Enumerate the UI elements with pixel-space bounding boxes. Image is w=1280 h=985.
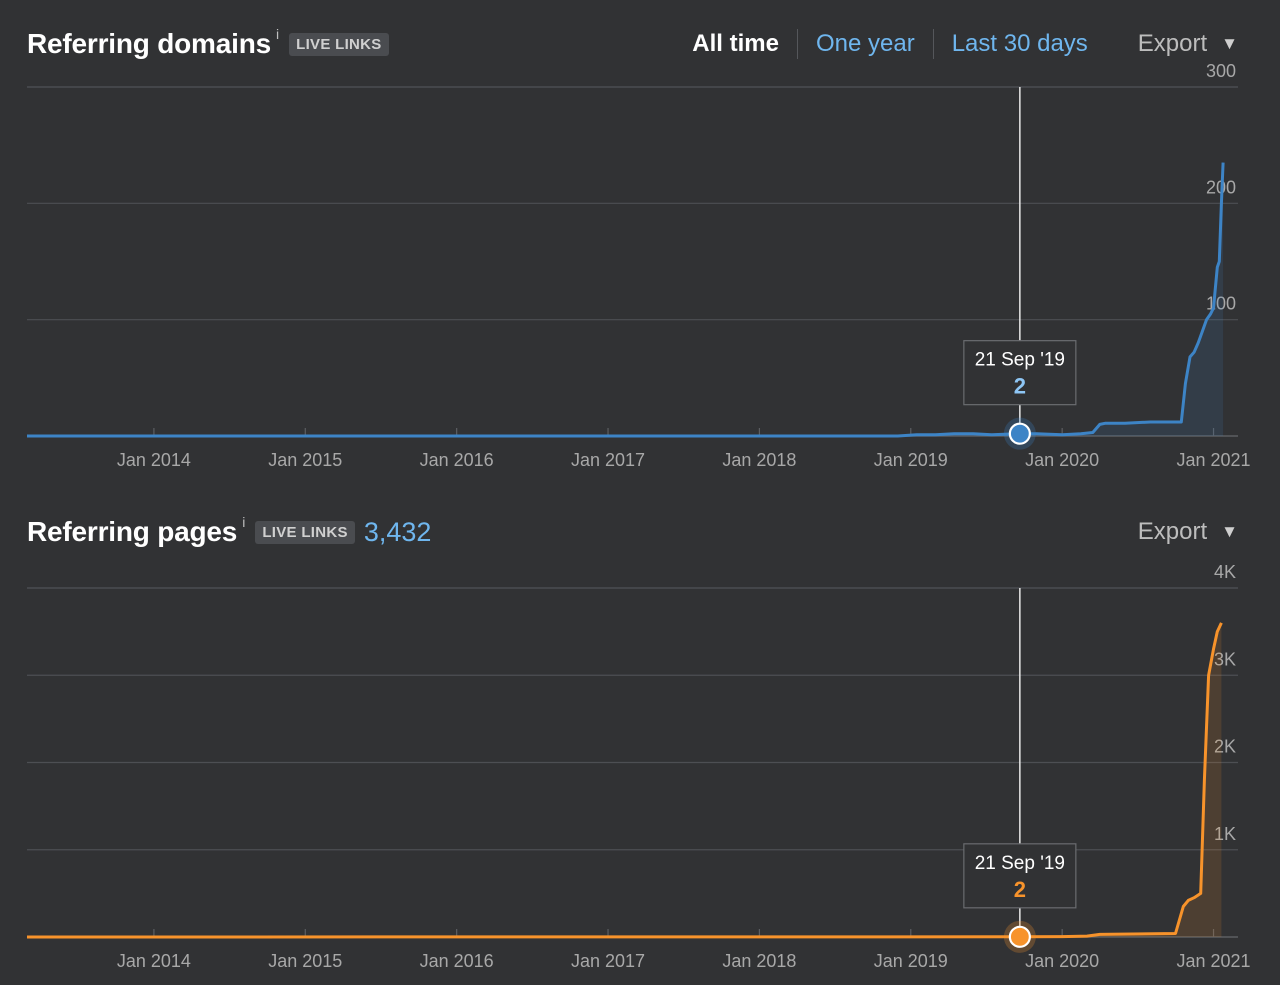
domains-x-tick-label: Jan 2021 <box>1176 450 1250 470</box>
pages-tooltip-value: 2 <box>1014 877 1026 902</box>
pages-x-tick-label: Jan 2018 <box>722 951 796 971</box>
export-button[interactable]: Export ▼ <box>1138 30 1238 58</box>
pages-tooltip-date: 21 Sep '19 <box>975 853 1065 874</box>
caret-down-icon: ▼ <box>1221 34 1238 53</box>
domains-tooltip-box <box>963 340 1077 406</box>
tab-divider <box>796 29 798 59</box>
export-button[interactable]: Export ▼ <box>1138 518 1238 546</box>
referring-pages-chart: 1K 2K 3K 4K Jan 2014 Jan 2015 Jan 2016 Jan 2017… <box>26 562 1251 971</box>
domains-series-line <box>27 162 1225 438</box>
domains-x-tick-label: Jan 2020 <box>1025 450 1099 470</box>
live-links-badge: LIVE LINKS <box>255 520 355 544</box>
domains-x-tick-label: Jan 2014 <box>117 450 191 470</box>
referring-pages-panel: 1K 2K 3K 4K Jan 2014 Jan 2015 Jan 2016 Jan 2017… <box>0 490 1280 985</box>
export-label: Export <box>1137 30 1208 57</box>
pages-x-tick-label: Jan 2019 <box>874 951 948 971</box>
referring-pages-count: 3,432 <box>363 516 432 547</box>
referring-pages-header: Referring pages i LIVE LINKS 3,432 Expor… <box>27 512 1238 552</box>
pages-highlight-point <box>1008 925 1031 948</box>
pages-x-tick-label: Jan 2014 <box>117 951 191 971</box>
pages-y-tick-label: 3K <box>1214 649 1236 669</box>
caret-down-icon: ▼ <box>1221 522 1238 541</box>
tab-all-time[interactable]: All time <box>692 30 779 57</box>
pages-tooltip-box <box>963 843 1077 909</box>
pages-y-tick-label: 2K <box>1214 737 1236 757</box>
domains-highlight-point <box>1008 422 1031 445</box>
domains-x-tick-label: Jan 2019 <box>874 450 948 470</box>
tab-last-30-days[interactable]: Last 30 days <box>951 30 1088 57</box>
info-icon[interactable]: i <box>275 26 280 42</box>
domains-tooltip-value: 2 <box>1014 374 1026 399</box>
pages-x-tick-label: Jan 2017 <box>571 951 645 971</box>
info-icon[interactable]: i <box>242 514 246 530</box>
time-range-tabs: All time One year Last 30 days <box>674 29 1106 59</box>
pages-x-tick-label: Jan 2015 <box>268 951 342 971</box>
referring-domains-header: Referring domains i LIVE LINKS All time … <box>27 24 1238 64</box>
export-label: Export <box>1137 518 1208 545</box>
tab-one-year[interactable]: One year <box>815 30 915 57</box>
domains-x-tick-label: Jan 2018 <box>722 450 796 470</box>
referring-domains-title: Referring domains <box>27 28 271 59</box>
pages-y-tick-label: 1K <box>1214 824 1236 844</box>
domains-y-tick-label: 300 <box>1206 61 1236 81</box>
pages-x-tick-label: Jan 2021 <box>1176 951 1250 971</box>
pages-series-line <box>26 622 1223 939</box>
domains-x-tick-label: Jan 2017 <box>571 450 645 470</box>
domains-x-tick-label: Jan 2015 <box>268 450 342 470</box>
referring-pages-title: Referring pages <box>27 516 238 547</box>
live-links-badge: LIVE LINKS <box>289 32 389 56</box>
tab-divider <box>932 29 934 59</box>
referring-domains-panel: 100 200 300 Jan 2014 Jan 2015 Jan 2016 Jan 201… <box>0 0 1280 490</box>
pages-y-tick-label: 4K <box>1214 562 1236 582</box>
domains-tooltip-date: 21 Sep '19 <box>975 350 1065 371</box>
pages-x-tick-label: Jan 2016 <box>420 951 494 971</box>
domains-x-tick-label: Jan 2016 <box>420 450 494 470</box>
pages-x-tick-label: Jan 2020 <box>1025 951 1099 971</box>
